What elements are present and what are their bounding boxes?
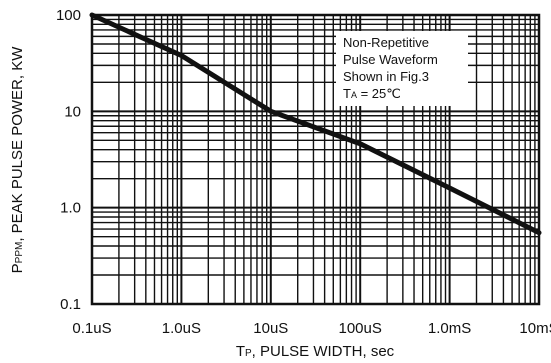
x-tick-label: 10mS <box>519 320 551 337</box>
x-tick-label: 1.0mS <box>428 320 471 337</box>
annotation-temp-rest: = 25℃ <box>357 86 401 101</box>
y-axis-title-main: P <box>9 263 26 273</box>
y-tick-label: 10 <box>64 103 81 120</box>
x-tick-label: 100uS <box>339 320 382 337</box>
x-tick-label: 10uS <box>253 320 288 337</box>
x-axis-title-sub: P <box>245 348 252 359</box>
annotation-line-2: Pulse Waveform <box>343 52 438 67</box>
legend-box: Non-Repetitive Pulse Waveform Shown in F… <box>336 31 468 106</box>
y-tick-label: 1.0 <box>60 200 81 217</box>
y-tick-label: 0.1 <box>60 296 81 313</box>
x-axis-title-main: T <box>236 343 245 360</box>
plot-frame <box>90 13 541 306</box>
y-axis-title-rest: , PEAK PULSE POWER, KW <box>9 46 26 242</box>
y-axis-title-sub: PPM <box>14 242 25 264</box>
annotation-temp-sub: A <box>351 90 357 100</box>
annotation-line-1: Non-Repetitive <box>343 35 429 50</box>
series-line-1 <box>89 12 542 236</box>
x-axis-title: TP, PULSE WIDTH, sec <box>236 343 395 360</box>
annotation-temp-main: T <box>343 86 351 101</box>
y-tick-label: 100 <box>56 7 81 24</box>
grid <box>92 15 539 304</box>
annotation-line-3: Shown in Fig.3 <box>343 69 429 84</box>
legend-background <box>336 31 468 106</box>
y-tick-labels: 100 10 1.0 0.1 <box>56 7 81 313</box>
x-tick-label: 1.0uS <box>162 320 201 337</box>
x-tick-label: 0.1uS <box>72 320 111 337</box>
x-tick-labels: 0.1uS 1.0uS 10uS 100uS 1.0mS 10mS <box>72 320 551 337</box>
x-axis-title-rest: , PULSE WIDTH, sec <box>252 343 395 360</box>
series-layer <box>89 12 542 236</box>
y-axis-title: PPPM, PEAK PULSE POWER, KW <box>9 46 26 274</box>
annotation-temperature: TA = 25℃ <box>343 86 401 101</box>
